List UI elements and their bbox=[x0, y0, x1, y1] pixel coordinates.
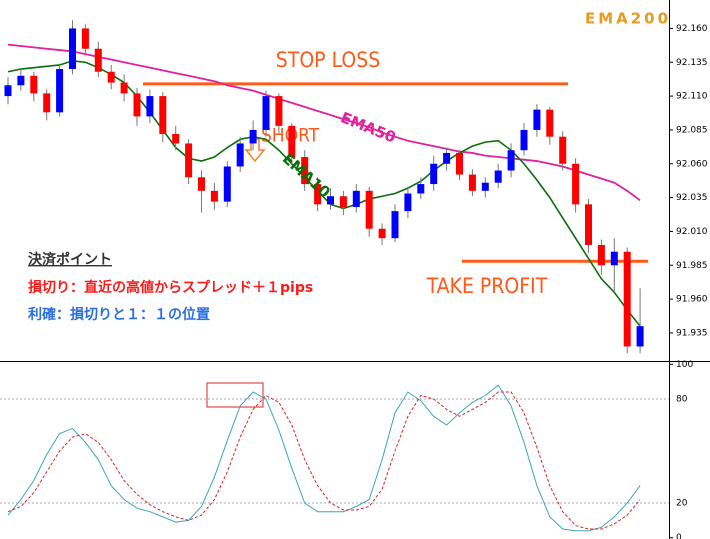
candle-body bbox=[120, 82, 128, 94]
candle-body bbox=[94, 48, 102, 72]
candle-body bbox=[185, 143, 193, 178]
candle-body bbox=[327, 196, 334, 205]
y-tick-label: 80 bbox=[676, 394, 688, 404]
candle-body bbox=[636, 326, 644, 347]
candle-body bbox=[249, 129, 257, 144]
candle-body bbox=[69, 28, 76, 70]
candle-body bbox=[210, 190, 218, 202]
candle-body bbox=[623, 251, 631, 347]
candle-body bbox=[236, 143, 244, 167]
ema200-label: EMA200 bbox=[585, 10, 671, 28]
level-label: TAKE PROFIT bbox=[426, 274, 548, 298]
candle-body bbox=[159, 96, 167, 134]
candle-body bbox=[597, 244, 605, 266]
y-tick-label: 0 bbox=[676, 533, 682, 539]
level-label: STOP LOSS bbox=[276, 48, 380, 72]
candle-body bbox=[172, 133, 180, 144]
candle-body bbox=[559, 136, 567, 164]
y-tick-label: 92.010 bbox=[676, 227, 708, 237]
y-tick-label: 100 bbox=[676, 360, 693, 370]
oscillator-line bbox=[7, 384, 641, 532]
candle-body bbox=[468, 174, 476, 191]
candle-body bbox=[585, 204, 592, 245]
candle-body bbox=[520, 129, 528, 151]
y-tick-label: 92.060 bbox=[676, 159, 708, 169]
candle-body bbox=[456, 152, 463, 175]
candle-body bbox=[56, 69, 64, 113]
candle-body bbox=[43, 93, 51, 113]
oscillator-line bbox=[7, 391, 641, 530]
ema-line bbox=[7, 43, 641, 202]
notes-take-profit: 利確：損切りと１：１の位置 bbox=[28, 306, 210, 323]
candle-body bbox=[339, 196, 347, 208]
candle-body bbox=[133, 93, 141, 117]
candle-body bbox=[365, 190, 373, 229]
candle-body bbox=[81, 28, 89, 49]
candle-body bbox=[223, 166, 231, 202]
y-tick-label: 91.985 bbox=[676, 261, 708, 271]
candle-body bbox=[443, 152, 451, 164]
candle-body bbox=[417, 184, 425, 194]
y-tick-label: 92.035 bbox=[676, 193, 708, 203]
candle-body bbox=[352, 190, 360, 208]
candle-body bbox=[4, 85, 12, 97]
y-tick-label: 91.935 bbox=[676, 328, 708, 338]
highlight-box bbox=[206, 382, 264, 408]
notes-stop-loss: 損切り：直近の高値からスプレッド＋１pips bbox=[28, 279, 313, 296]
y-tick-label: 92.085 bbox=[676, 125, 708, 135]
short-arrow bbox=[244, 138, 266, 163]
candle-body bbox=[494, 170, 502, 183]
y-tick-label: 92.110 bbox=[676, 92, 708, 102]
candle-body bbox=[262, 96, 270, 130]
y-tick-label: 91.960 bbox=[676, 295, 708, 305]
candle-body bbox=[507, 150, 515, 171]
y-tick-label: 92.160 bbox=[676, 24, 708, 34]
candle-body bbox=[301, 156, 309, 185]
candle-body bbox=[288, 125, 296, 157]
candle-body bbox=[610, 251, 618, 266]
candle-body bbox=[17, 75, 25, 86]
candle-body bbox=[198, 177, 205, 191]
candle-body bbox=[481, 182, 489, 191]
candle-body bbox=[572, 163, 580, 205]
y-tick-label: 20 bbox=[676, 499, 688, 509]
candle-body bbox=[404, 193, 412, 212]
y-tick-label: 92.135 bbox=[676, 58, 708, 68]
candle-body bbox=[533, 109, 541, 130]
candle-body bbox=[30, 75, 38, 94]
notes-heading: 決済ポイント bbox=[28, 251, 112, 268]
candle-body bbox=[378, 228, 386, 239]
candle-body bbox=[546, 109, 554, 137]
candle-body bbox=[275, 96, 283, 126]
candle-body bbox=[391, 211, 399, 239]
candle-body bbox=[430, 163, 438, 185]
candle-body bbox=[314, 184, 322, 205]
candle-body bbox=[107, 71, 115, 83]
candle-body bbox=[146, 96, 154, 117]
